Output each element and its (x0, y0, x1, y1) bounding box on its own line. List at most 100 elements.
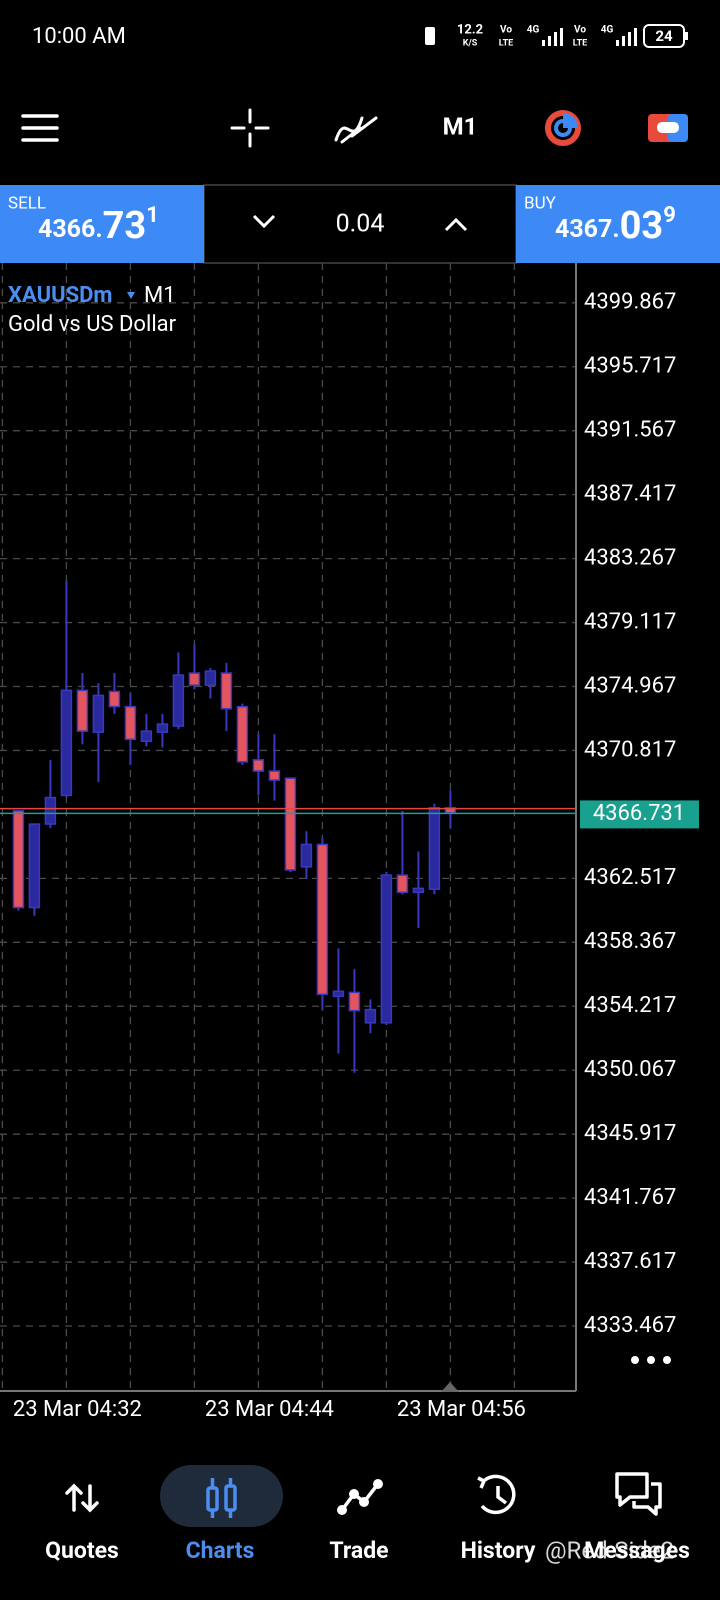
x-tick-label: 23 Mar 04:32 (13, 1397, 142, 1422)
volume-up[interactable] (444, 217, 468, 232)
sell-price-point: 1 (146, 203, 159, 228)
x-tick-label: 23 Mar 04:44 (205, 1397, 334, 1422)
candle-body (316, 843, 329, 996)
candle-body (284, 777, 297, 871)
sell-box (0, 185, 204, 263)
signal-2 (616, 28, 637, 46)
net-type-2: 4G (601, 25, 614, 36)
clock: 10:00 AM (32, 24, 126, 49)
objects-button[interactable] (545, 110, 581, 146)
candle-body (28, 823, 41, 909)
watermark: @Red-Side2 (545, 1536, 674, 1564)
battery-icon (643, 24, 685, 48)
signal-1 (542, 28, 563, 46)
battery-tip (685, 32, 688, 40)
messages-icon (615, 1472, 662, 1516)
y-tick-label: 4333.467 (584, 1313, 676, 1338)
candle-body (236, 705, 249, 763)
symbol-dropdown[interactable] (127, 292, 135, 299)
sell-button[interactable]: SELL 4366.731 (0, 185, 204, 263)
x-tick-label: 23 Mar 04:56 (397, 1397, 526, 1422)
y-tick-label: 4337.617 (584, 1249, 676, 1274)
charts-icon (206, 1478, 237, 1518)
buy-price-point: 9 (663, 203, 676, 228)
candle-body (76, 689, 89, 732)
candle-body (92, 694, 105, 733)
candle-body (332, 990, 345, 998)
candle-body (188, 672, 201, 686)
battery-level: 24 (655, 27, 673, 45)
candle-body (124, 705, 137, 741)
menu-button[interactable] (21, 114, 59, 142)
y-tick-label: 4370.817 (584, 737, 676, 762)
symbol[interactable]: XAUUSDm (8, 283, 112, 308)
trade-panel: SELL 4366.731 0.04 BUY 4367.039 (0, 184, 720, 264)
candle-body (396, 874, 409, 894)
symbol-description: Gold vs US Dollar (8, 312, 177, 337)
y-tick-label: 4341.767 (584, 1185, 676, 1210)
y-tick-label: 4358.367 (584, 929, 676, 954)
bottom-nav (65, 1465, 662, 1527)
shift-marker[interactable] (441, 1382, 459, 1392)
buy-price: 4367.039 (555, 203, 676, 248)
chart-marks (0, 581, 576, 1073)
history-icon (477, 1474, 516, 1515)
sell-price: 4366.731 (38, 203, 159, 248)
bid-label-box (580, 800, 699, 829)
quotes-icon (65, 1483, 99, 1513)
nav-label[interactable]: Charts (186, 1537, 255, 1564)
y-tick-label: 4387.417 (584, 481, 676, 506)
candle-body (140, 730, 153, 743)
candle-body (268, 770, 281, 781)
candle-body (60, 689, 73, 797)
vibrate-icon (425, 27, 435, 45)
y-tick-label: 4350.067 (584, 1057, 676, 1082)
y-tick-label: 4354.217 (584, 993, 676, 1018)
sell-price-main: 4366. (38, 215, 103, 244)
y-tick-label: 4383.267 (584, 545, 676, 570)
net-speed-unit: K/S (463, 38, 478, 48)
candle-body (156, 723, 169, 733)
volte-1: Vo (500, 25, 512, 36)
buy-price-main: 4367. (555, 215, 620, 244)
candle-body (204, 670, 217, 686)
candle-body (300, 843, 313, 868)
volume-down[interactable] (252, 214, 276, 229)
y-tick-label: 4362.517 (584, 865, 676, 890)
volume-value[interactable]: 0.04 (336, 210, 385, 239)
trade-icon (337, 1479, 383, 1515)
candle-body (428, 806, 441, 891)
crosshair-button[interactable] (230, 108, 270, 148)
candle-body (412, 887, 425, 894)
sell-price-pips: 73 (103, 204, 147, 248)
volte-1-sub: LTE (499, 38, 514, 48)
buy-button[interactable]: BUY 4367.039 (516, 185, 720, 263)
chart-labels: 4399.867 4395.717 4391.567 4387.417 4383.267… (13, 290, 699, 1422)
timeframe-button[interactable]: M1 (443, 112, 478, 140)
y-tick-label: 4399.867 (584, 290, 676, 315)
volte-2-sub: LTE (573, 38, 588, 48)
candle-body (172, 674, 185, 727)
buy-box (516, 185, 720, 263)
status-bar: 10:00 AM 12.2 K/S Vo LTE 4G Vo LTE 4G 24 (32, 22, 688, 49)
more-button[interactable] (631, 1356, 671, 1364)
active-pill (160, 1465, 283, 1527)
trade-button[interactable] (648, 114, 688, 142)
chart-header: XAUUSDm M1 Gold vs US Dollar (8, 283, 177, 337)
indicators-button[interactable] (334, 116, 378, 144)
buy-label: BUY (524, 193, 557, 213)
sell-label: SELL (8, 193, 46, 213)
net-speed: 12.2 (457, 22, 483, 37)
y-tick-label: 4345.917 (584, 1121, 676, 1146)
y-tick-label: 4379.117 (584, 609, 676, 634)
net-type-1: 4G (527, 25, 540, 36)
candle-body (364, 1008, 377, 1024)
nav-label[interactable]: Trade (329, 1537, 388, 1564)
candle-body (252, 759, 265, 772)
nav-label[interactable]: History (461, 1537, 536, 1564)
toolbar: M1 (21, 108, 688, 148)
candle-body (108, 690, 121, 708)
nav-label[interactable]: Quotes (45, 1537, 119, 1564)
nav-label[interactable]: Messages (584, 1537, 690, 1564)
